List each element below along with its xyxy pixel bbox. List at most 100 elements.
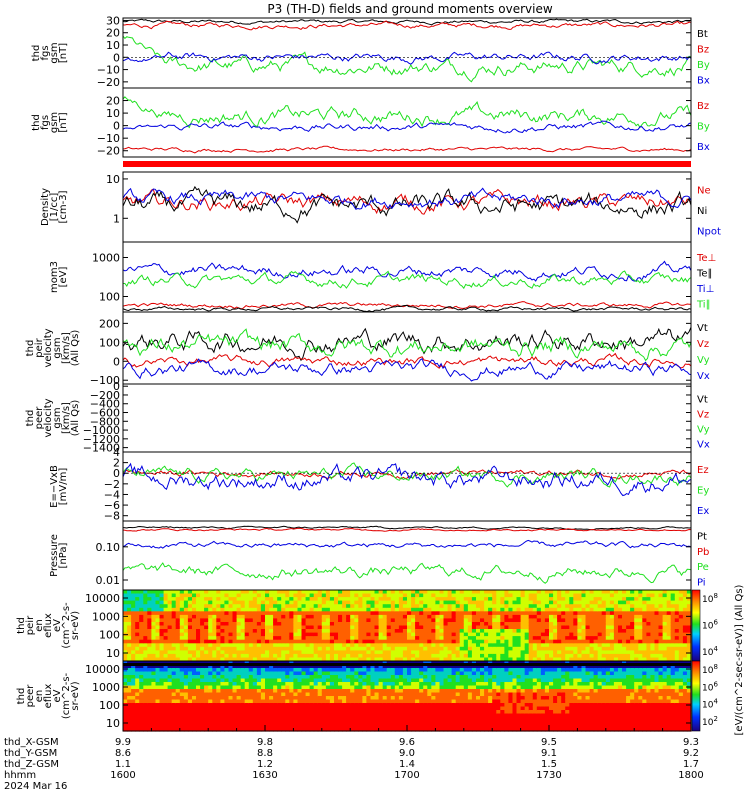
- heatmap-cell: [467, 632, 473, 637]
- heatmap-cell: [516, 614, 522, 619]
- heatmap-cell: [240, 671, 246, 676]
- heatmap-cell: [480, 629, 485, 634]
- heatmap-cell: [354, 625, 359, 630]
- heatmap-cell: [155, 713, 161, 718]
- heatmap-cell: [248, 706, 254, 711]
- heatmap-cell: [662, 611, 668, 616]
- heatmap-cell: [390, 614, 396, 619]
- heatmap-cell: [285, 607, 290, 612]
- heatmap-cell: [382, 703, 388, 708]
- heatmap-cell: [374, 727, 380, 732]
- heatmap-cell: [212, 671, 217, 676]
- heatmap-cell: [135, 664, 140, 669]
- heatmap-cell: [370, 685, 376, 690]
- heatmap-cell: [277, 706, 282, 711]
- heatmap-cell: [512, 657, 518, 662]
- heatmap-cell: [256, 668, 262, 673]
- heatmap-cell: [520, 632, 526, 637]
- y-tick-label: −600: [90, 407, 120, 420]
- heatmap-cell: [451, 590, 457, 595]
- heatmap-cell: [179, 632, 185, 637]
- heatmap-cell: [224, 675, 230, 680]
- heatmap-cell: [459, 699, 465, 704]
- heatmap-cell: [601, 632, 607, 637]
- heatmap-cell: [630, 590, 635, 595]
- heatmap-cell: [423, 632, 428, 637]
- heatmap-cell: [313, 604, 319, 609]
- heatmap-cell: [179, 678, 185, 683]
- heatmap-cell: [516, 727, 522, 732]
- heatmap-cell: [260, 689, 266, 694]
- heatmap-cell: [240, 643, 246, 648]
- heatmap-cell: [204, 622, 209, 627]
- heatmap-cell: [581, 593, 587, 598]
- heatmap-cell: [309, 685, 315, 690]
- heatmap-cell: [471, 717, 477, 722]
- heatmap-cell: [532, 614, 538, 619]
- heatmap-cell: [447, 724, 453, 729]
- heatmap-cell: [658, 639, 664, 644]
- heatmap-cell: [281, 650, 286, 655]
- heatmap-cell: [289, 706, 294, 711]
- heatmap-cell: [212, 618, 217, 623]
- heatmap-cell: [305, 625, 311, 630]
- heatmap-cell: [528, 607, 534, 612]
- heatmap-cell: [682, 629, 688, 634]
- heatmap-cell: [674, 614, 680, 619]
- heatmap-cell: [581, 632, 587, 637]
- heatmap-cell: [601, 625, 607, 630]
- heatmap-cell: [504, 699, 510, 704]
- heatmap-cell: [504, 727, 510, 732]
- heatmap-cell: [670, 590, 676, 595]
- heatmap-cell: [662, 650, 668, 655]
- heatmap-cell: [532, 600, 538, 605]
- heatmap-cell: [135, 643, 140, 648]
- heatmap-cell: [208, 653, 213, 658]
- heatmap-cell: [463, 643, 469, 648]
- heatmap-cell: [269, 664, 274, 669]
- series-Ne-line: [122, 188, 692, 215]
- heatmap-cell: [252, 643, 258, 648]
- heatmap-cell: [342, 671, 347, 676]
- heatmap-cell: [394, 675, 400, 680]
- heatmap-cell: [155, 727, 161, 732]
- heatmap-cell: [407, 653, 412, 658]
- heatmap-cell: [285, 682, 290, 687]
- heatmap-cell: [431, 685, 436, 690]
- heatmap-cell: [593, 604, 599, 609]
- heatmap-cell: [236, 657, 242, 662]
- heatmap-cell: [346, 692, 351, 697]
- heatmap-cell: [171, 696, 177, 701]
- heatmap-cell: [484, 710, 489, 715]
- heatmap-cell: [171, 632, 177, 637]
- heatmap-cell: [670, 597, 676, 602]
- heatmap-cell: [244, 668, 250, 673]
- heatmap-cell: [309, 657, 315, 662]
- heatmap-cell: [423, 597, 428, 602]
- heatmap-cell: [232, 657, 238, 662]
- heatmap-cell: [329, 703, 335, 708]
- heatmap-cell: [378, 600, 384, 605]
- heatmap-cell: [204, 668, 209, 673]
- heatmap-cell: [496, 632, 501, 637]
- heatmap-cell: [325, 668, 331, 673]
- heatmap-cell: [504, 703, 510, 708]
- heatmap-cell: [601, 650, 607, 655]
- heatmap-cell: [451, 713, 457, 718]
- heatmap-cell: [569, 625, 574, 630]
- heatmap-cell: [419, 618, 424, 623]
- heatmap-cell: [135, 639, 140, 644]
- heatmap-cell: [451, 689, 457, 694]
- heatmap-cell: [370, 720, 376, 725]
- heatmap-cell: [451, 639, 457, 644]
- heatmap-cell: [297, 710, 303, 715]
- heatmap-cell: [350, 625, 355, 630]
- heatmap-cell: [496, 692, 501, 697]
- heatmap-cell: [196, 675, 201, 680]
- heatmap-cell: [508, 720, 514, 725]
- heatmap-cell: [273, 727, 278, 732]
- heatmap-cell: [476, 625, 481, 630]
- heatmap-cell: [342, 590, 347, 595]
- heatmap-cell: [451, 650, 457, 655]
- heatmap-cell: [175, 720, 181, 725]
